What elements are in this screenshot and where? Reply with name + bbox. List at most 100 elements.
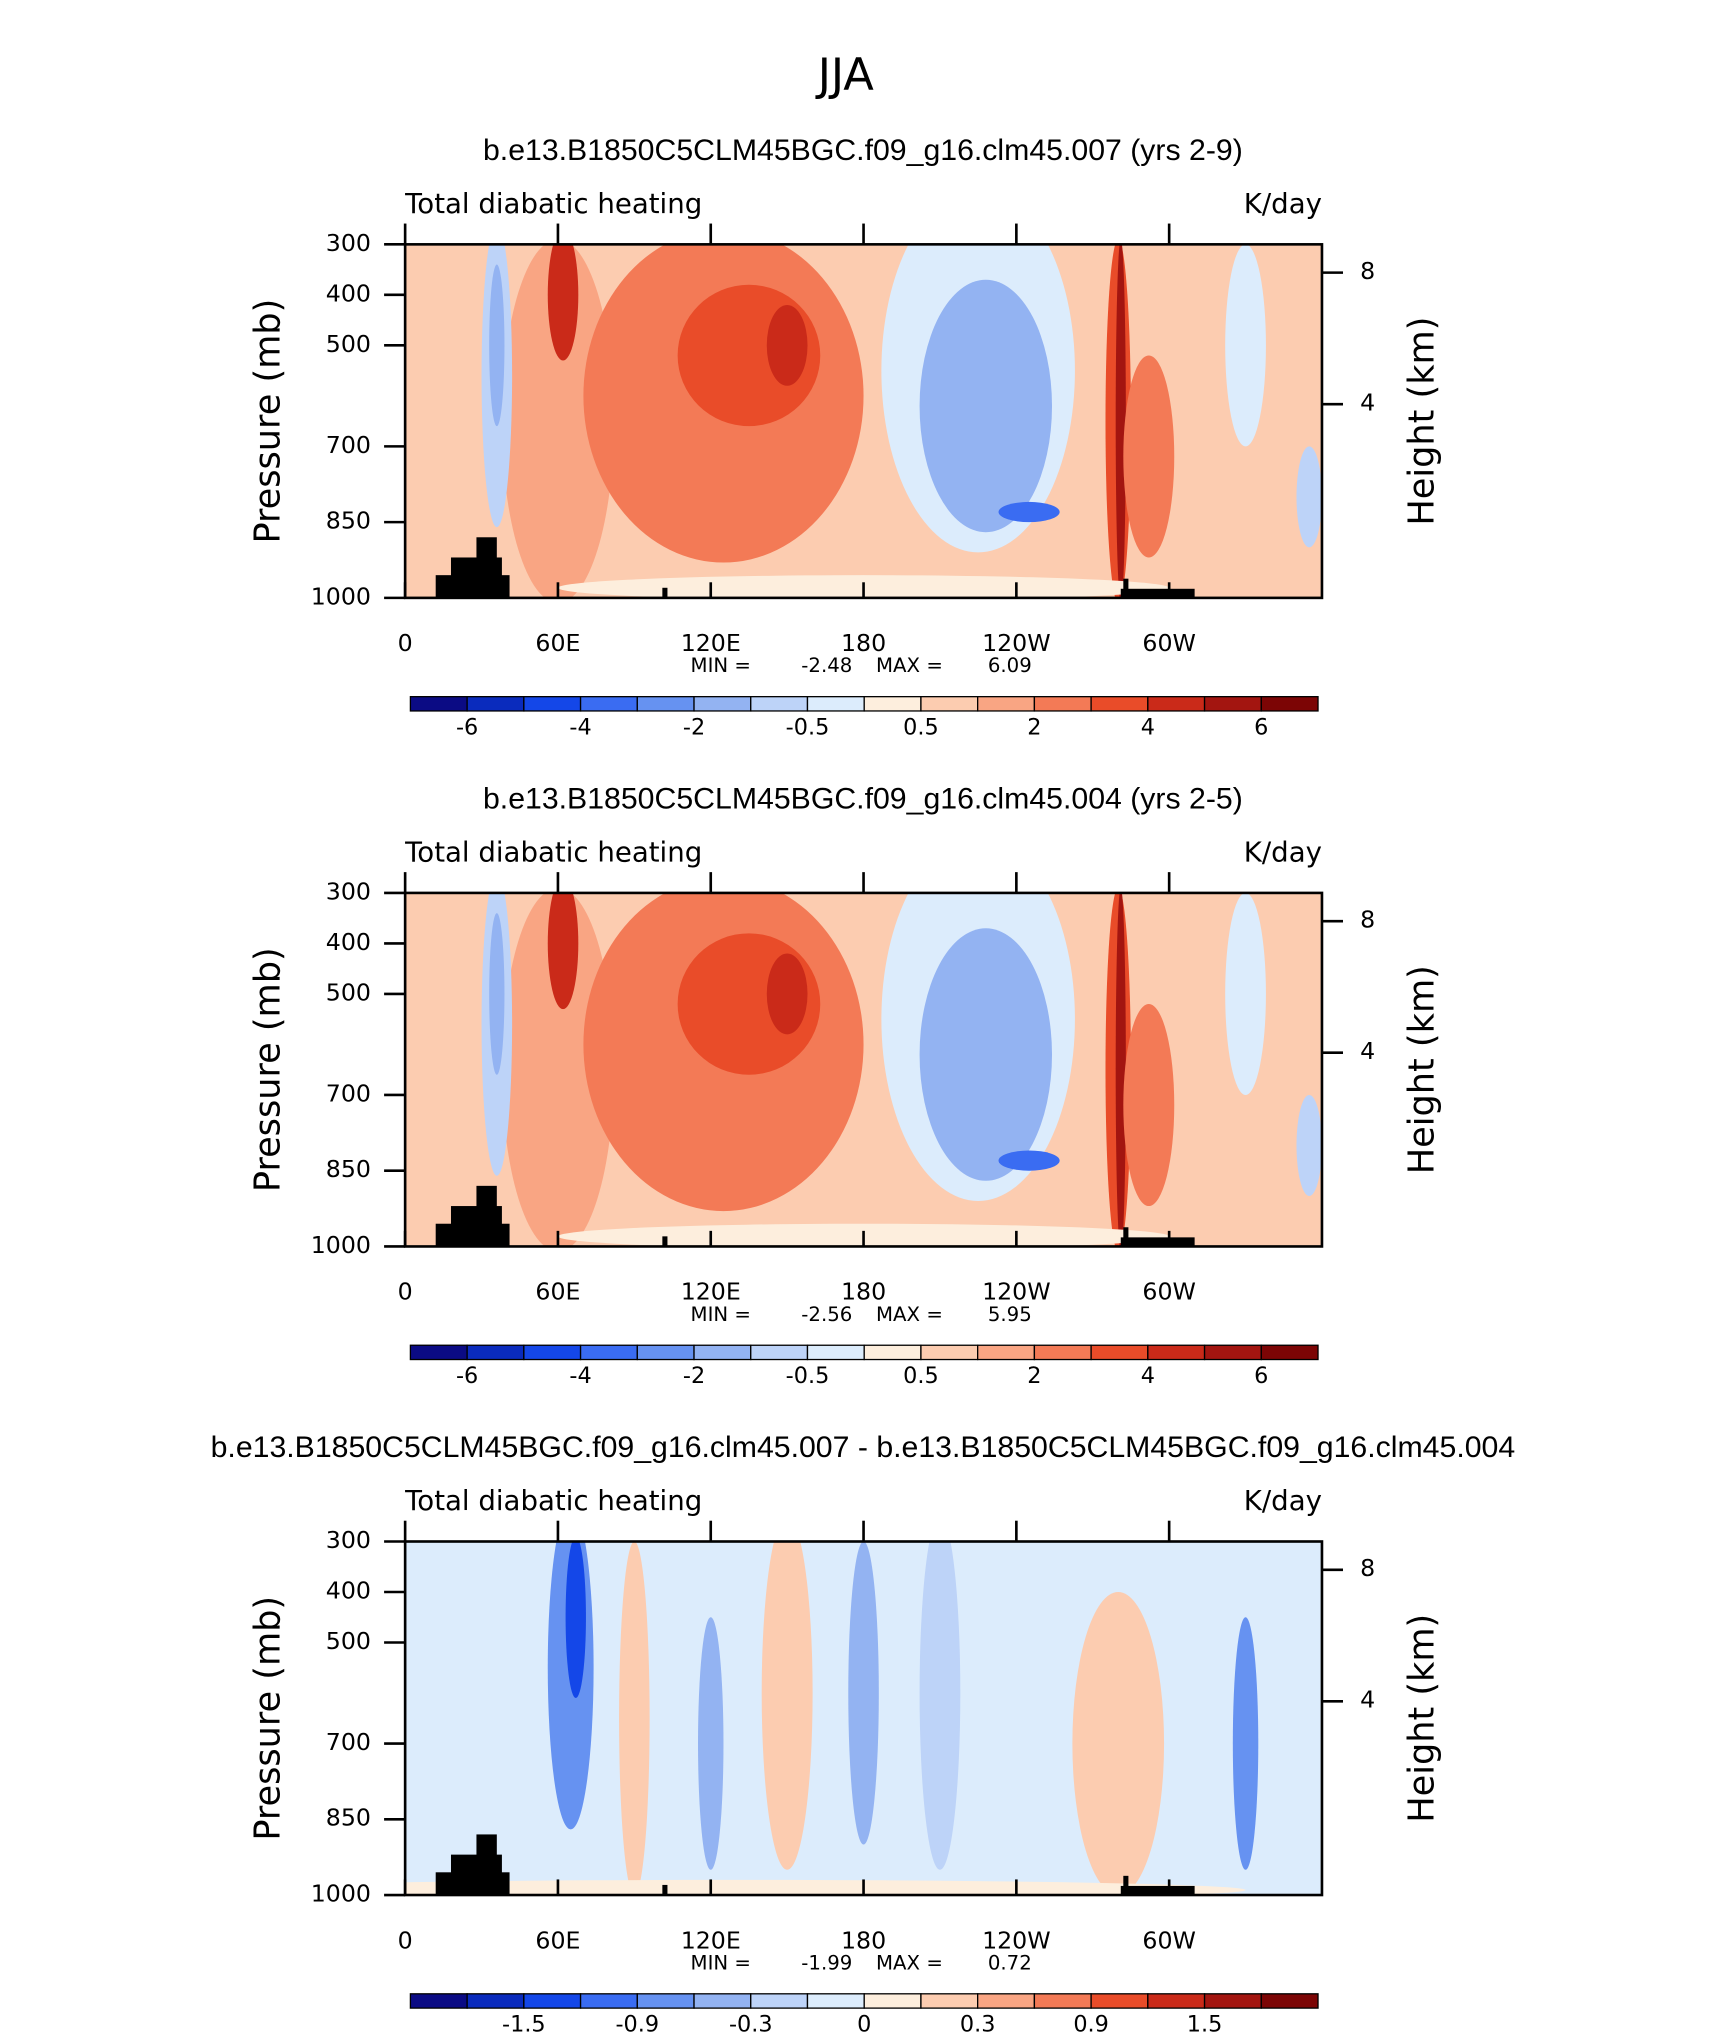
field-shape: [1296, 1094, 1322, 1196]
colorbar-label: 0.3: [960, 2012, 996, 2038]
y2-axis-title: Height (km): [1401, 965, 1442, 1174]
field: [405, 892, 1322, 1247]
colorbar-label: 6: [1254, 714, 1268, 740]
colorbar-box: [466, 1993, 525, 2009]
y-tick-label: 400: [326, 1577, 371, 1605]
colorbar-box: [1203, 1344, 1262, 1361]
y-tick-label: 1000: [311, 582, 371, 610]
y-tick-label: 850: [326, 1804, 371, 1832]
colorbar-box: [920, 1993, 979, 2009]
y2-tick-label: 4: [1360, 1686, 1375, 1714]
colorbar-box: [1260, 696, 1319, 712]
y-tick-label: 850: [326, 507, 371, 535]
min-label: MIN =: [691, 654, 751, 677]
colorbar-label: 4: [1141, 714, 1155, 740]
x-tick-label: 120E: [681, 1926, 741, 1954]
x-tick-label: 120E: [681, 1278, 741, 1306]
field-shape: [998, 1150, 1060, 1171]
terrain: [1123, 1875, 1129, 1896]
max-value: 0.72: [988, 1951, 1032, 1974]
y-tick-label: 700: [326, 1728, 371, 1756]
y-tick-label: 500: [326, 979, 371, 1007]
colorbar-label: -0.5: [786, 714, 830, 740]
x-tick-label: 60W: [1142, 629, 1196, 657]
colorbar-box: [636, 1344, 695, 1361]
x-tick-label: 60E: [535, 1926, 580, 1954]
colorbar-label: -2: [683, 1363, 705, 1389]
min-value: -2.48: [801, 654, 852, 677]
y2-tick-label: 8: [1360, 1554, 1375, 1582]
terrain: [476, 1834, 497, 1896]
field-shape: [1072, 1592, 1165, 1895]
colorbar-label: -6: [456, 714, 478, 740]
colorbar-label: 0.5: [903, 1363, 939, 1389]
max-value: 5.95: [988, 1303, 1032, 1326]
colorbar-box: [1147, 1993, 1206, 2009]
panel: b.e13.B1850C5CLM45BGC.f09_g16.clm45.007 …: [211, 1431, 1516, 2037]
colorbar-label: 2: [1027, 1363, 1041, 1389]
y-tick-label: 300: [326, 229, 371, 257]
colorbar-box: [1090, 696, 1149, 712]
figure-title: JJA: [815, 50, 875, 101]
colorbar-label: -1.5: [502, 2012, 546, 2038]
field-shape: [698, 1617, 724, 1870]
colorbar-box: [1203, 1993, 1262, 2009]
y-tick-label: 700: [326, 431, 371, 459]
colorbar-label: -0.5: [786, 1363, 830, 1389]
field-shape: [919, 928, 1053, 1181]
y-tick-label: 700: [326, 1080, 371, 1108]
x-tick-label: 0: [398, 629, 413, 657]
y-axis-title: Pressure (mb): [248, 1596, 289, 1841]
field-shape: [547, 244, 579, 361]
field-shape: [1296, 446, 1322, 548]
field-shape: [1225, 244, 1266, 447]
colorbar-box: [1147, 696, 1206, 712]
colorbar-box: [1033, 696, 1092, 712]
colorbar-box: [523, 1344, 582, 1361]
y-tick-label: 300: [326, 1526, 371, 1554]
min-label: MIN =: [691, 1303, 751, 1326]
min-label: MIN =: [691, 1951, 751, 1974]
y2-tick-label: 8: [1360, 906, 1375, 934]
colorbar-box: [1260, 1993, 1319, 2009]
colorbar-label: 6: [1254, 1363, 1268, 1389]
colorbar-box: [863, 696, 922, 712]
colorbar-box: [523, 1993, 582, 2009]
colorbar-box: [466, 1344, 525, 1361]
colorbar-box: [409, 1344, 468, 1361]
x-tick-label: 0: [398, 1926, 413, 1954]
colorbar-box: [920, 1344, 979, 1361]
colorbar-box: [409, 1993, 468, 2009]
left-label: Total diabatic heating: [404, 838, 702, 869]
terrain: [662, 1884, 668, 1896]
y-tick-label: 500: [326, 330, 371, 358]
y2-tick-label: 4: [1360, 389, 1375, 417]
field-shape: [501, 244, 614, 598]
max-value: 6.09: [988, 654, 1032, 677]
y-tick-label: 1000: [311, 1880, 371, 1908]
y2-tick-label: 8: [1360, 257, 1375, 285]
colorbar-box: [977, 1344, 1036, 1361]
colorbar-box: [523, 696, 582, 712]
colorbar-box: [579, 696, 638, 712]
field-shape: [1232, 1617, 1259, 1870]
colorbar-label: 0.5: [903, 714, 939, 740]
colorbar-box: [863, 1993, 922, 2009]
right-label: K/day: [1244, 1486, 1322, 1517]
terrain: [662, 587, 668, 598]
right-label: K/day: [1244, 189, 1322, 220]
colorbar-label: -4: [569, 1363, 591, 1389]
field-shape: [1225, 892, 1266, 1095]
y-tick-label: 500: [326, 1627, 371, 1655]
terrain: [1120, 1237, 1195, 1247]
y-tick-label: 850: [326, 1155, 371, 1183]
colorbar-box: [750, 696, 809, 712]
terrain: [662, 1236, 668, 1247]
colorbar-label: -6: [456, 1363, 478, 1389]
y2-axis-title: Height (km): [1401, 317, 1442, 526]
y2-tick-label: 4: [1360, 1037, 1375, 1065]
colorbar-box: [579, 1344, 638, 1361]
max-label: MAX =: [876, 1951, 943, 1974]
panel: b.e13.B1850C5CLM45BGC.f09_g16.clm45.004 …: [248, 783, 1443, 1389]
